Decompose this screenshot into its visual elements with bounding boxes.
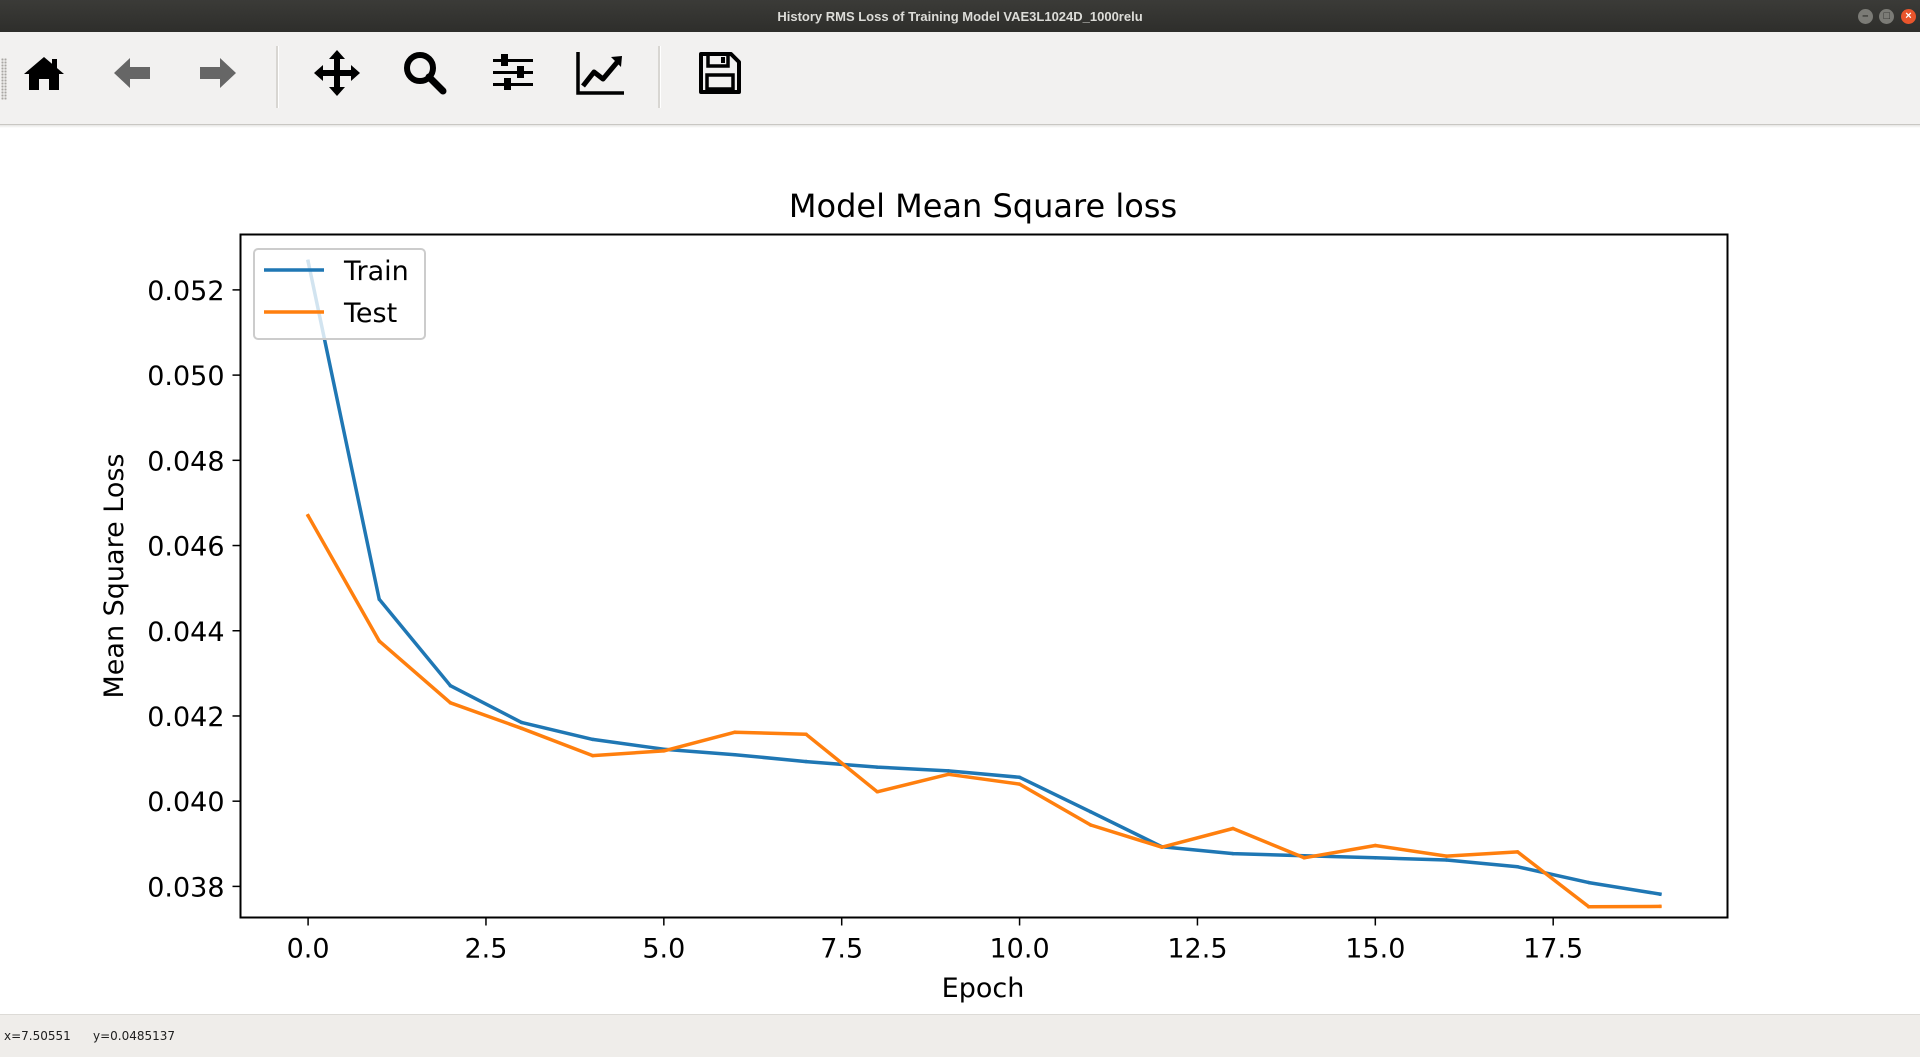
data-point-train xyxy=(1017,775,1022,780)
data-point-train xyxy=(1515,865,1520,869)
window-controls: – □ × xyxy=(1855,9,1916,25)
x-tick-label: 0.0 xyxy=(287,934,330,965)
close-button[interactable]: × xyxy=(1901,9,1916,24)
forward-button[interactable] xyxy=(186,44,250,102)
legend-label-test: Test xyxy=(343,298,397,329)
data-point-train xyxy=(377,597,381,601)
data-point-test xyxy=(1587,905,1591,909)
pan-button[interactable] xyxy=(305,44,369,102)
toolbar-separator xyxy=(658,46,661,108)
data-point-train xyxy=(1231,851,1235,856)
data-point-test xyxy=(1658,904,1662,909)
home-icon xyxy=(24,57,64,90)
cursor-y-readout: y=0.0485137 xyxy=(93,1029,176,1043)
data-point-test xyxy=(448,701,453,705)
title-bar[interactable]: History RMS Loss of Training Model VAE3L… xyxy=(0,0,1920,32)
x-tick-label: 7.5 xyxy=(820,934,863,965)
data-point-test xyxy=(377,639,381,643)
data-point-train xyxy=(1658,892,1662,896)
y-tick-label: 0.052 xyxy=(147,276,224,307)
y-tick-label: 0.042 xyxy=(147,702,224,733)
window-title: History RMS Loss of Training Model VAE3L… xyxy=(777,9,1143,24)
data-point-train xyxy=(875,765,880,769)
legend[interactable]: Train Test xyxy=(253,248,426,340)
data-point-test xyxy=(733,730,737,734)
minimize-button[interactable]: – xyxy=(1857,9,1873,24)
chart-title: Model Mean Square loss xyxy=(789,187,1177,225)
toolbar-separator xyxy=(276,46,279,108)
x-tick-label: 10.0 xyxy=(990,934,1050,965)
data-point-test xyxy=(1160,845,1164,849)
save-button[interactable] xyxy=(688,44,752,102)
data-point-test xyxy=(519,726,524,731)
data-point-train xyxy=(946,769,951,773)
y-tick-label: 0.050 xyxy=(147,361,224,392)
x-tick-label: 15.0 xyxy=(1345,934,1405,965)
zoom-button[interactable] xyxy=(393,44,457,102)
data-point-train xyxy=(590,737,595,742)
arrow-left-icon xyxy=(114,58,150,88)
data-point-test xyxy=(1373,843,1378,848)
x-tick-label: 17.5 xyxy=(1523,934,1583,965)
series-lines xyxy=(305,259,1662,909)
y-axis-label: Mean Square Loss xyxy=(99,453,130,698)
data-point-test xyxy=(306,513,310,518)
cursor-x-readout: x=7.50551 xyxy=(4,1029,71,1043)
data-point-train xyxy=(1373,856,1378,860)
move-icon xyxy=(314,50,360,96)
toolbar-grip-handle[interactable] xyxy=(1,58,7,100)
line-chart[interactable]: Model Mean Square loss 0.0 2.5 5.0 7.5 10.0 1… xyxy=(0,128,1920,1012)
back-button[interactable] xyxy=(100,44,164,102)
data-point-train xyxy=(448,683,453,688)
y-tick-label: 0.046 xyxy=(147,532,224,563)
data-point-test xyxy=(662,749,666,753)
magnifier-icon xyxy=(404,52,447,95)
arrow-right-icon xyxy=(200,58,236,88)
legend-label-train: Train xyxy=(343,256,409,287)
home-button[interactable] xyxy=(12,44,76,102)
y-tick-label: 0.048 xyxy=(147,446,224,477)
series-line-test xyxy=(305,513,1662,909)
line-chart-icon xyxy=(576,52,624,95)
maximize-button[interactable]: □ xyxy=(1879,9,1895,24)
data-point-test xyxy=(1017,782,1022,786)
x-tick-label: 12.5 xyxy=(1167,934,1227,965)
data-point-test xyxy=(804,732,808,737)
data-point-train xyxy=(519,720,524,725)
data-point-test xyxy=(1515,850,1520,854)
sliders-icon xyxy=(493,54,533,90)
axis-ticks: 0.0 2.5 5.0 7.5 10.0 12.5 15.0 17.5 0.038 0.040 0.… xyxy=(147,276,1583,965)
data-point-train xyxy=(1587,880,1591,885)
data-point-train xyxy=(804,759,808,764)
data-point-test xyxy=(1302,856,1306,860)
data-point-test xyxy=(1444,854,1449,858)
configure-subplots-button[interactable] xyxy=(481,44,545,102)
edit-axes-button[interactable] xyxy=(569,44,633,102)
data-point-test xyxy=(1088,823,1093,827)
data-point-train xyxy=(1088,810,1093,814)
data-point-test xyxy=(1231,826,1235,831)
navigation-toolbar xyxy=(0,32,1920,125)
data-point-train xyxy=(1444,858,1449,862)
series-line-train xyxy=(306,259,1662,897)
y-tick-label: 0.044 xyxy=(147,617,224,648)
data-point-test xyxy=(946,772,951,777)
y-tick-label: 0.040 xyxy=(147,787,224,818)
x-axis-label: Epoch xyxy=(942,973,1025,1004)
x-tick-label: 5.0 xyxy=(642,934,685,965)
figure-canvas[interactable]: Model Mean Square loss 0.0 2.5 5.0 7.5 10.0 1… xyxy=(0,128,1920,1012)
y-tick-label: 0.038 xyxy=(147,872,224,903)
data-point-test xyxy=(590,753,595,758)
data-point-train xyxy=(733,752,737,757)
x-tick-label: 2.5 xyxy=(464,934,507,965)
axes-frame xyxy=(239,233,1729,919)
data-point-test xyxy=(875,790,880,794)
floppy-disk-icon xyxy=(699,52,741,94)
status-bar: x=7.50551 y=0.0485137 xyxy=(0,1014,1920,1057)
toolbar-shadow xyxy=(0,125,1920,128)
